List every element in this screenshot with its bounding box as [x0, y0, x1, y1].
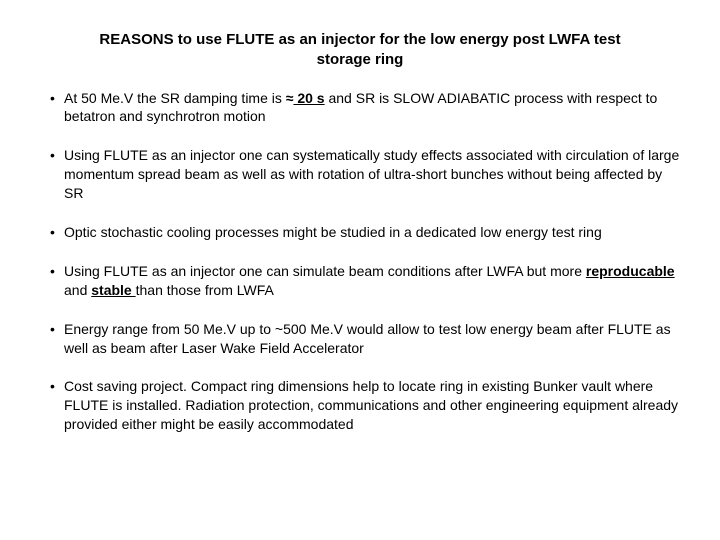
bullet-text: Using FLUTE as an injector one can simul… [64, 263, 586, 279]
title-line-1: REASONS to use FLUTE as an injector for … [99, 31, 620, 48]
bullet-item: Using FLUTE as an injector one can simul… [50, 262, 680, 300]
bullet-text: Using FLUTE as an injector one can syste… [64, 147, 679, 201]
bullet-item: Energy range from 50 Me.V up to ~500 Me.… [50, 320, 680, 358]
bullet-text: At 50 Me.V the SR damping time is [64, 90, 286, 106]
bullet-list: At 50 Me.V the SR damping time is ≈ 20 s… [40, 89, 680, 435]
bullet-text: Optic stochastic cooling processes might… [64, 224, 602, 240]
bullet-underline: reproducable [586, 263, 675, 279]
slide: REASONS to use FLUTE as an injector for … [0, 0, 720, 540]
bullet-item: Optic stochastic cooling processes might… [50, 223, 680, 242]
bullet-text: Energy range from 50 Me.V up to ~500 Me.… [64, 321, 671, 356]
bullet-text: than those from LWFA [136, 282, 274, 298]
bullet-item: Cost saving project. Compact ring dimens… [50, 377, 680, 434]
bullet-underline: stable [91, 282, 135, 298]
bullet-text: and [64, 282, 91, 298]
bullet-item: At 50 Me.V the SR damping time is ≈ 20 s… [50, 89, 680, 127]
bullet-text: Cost saving project. Compact ring dimens… [64, 378, 678, 432]
bullet-emph: 20 s [293, 90, 324, 106]
slide-title: REASONS to use FLUTE as an injector for … [50, 30, 670, 71]
title-line-2: storage ring [317, 51, 404, 68]
bullet-item: Using FLUTE as an injector one can syste… [50, 146, 680, 203]
